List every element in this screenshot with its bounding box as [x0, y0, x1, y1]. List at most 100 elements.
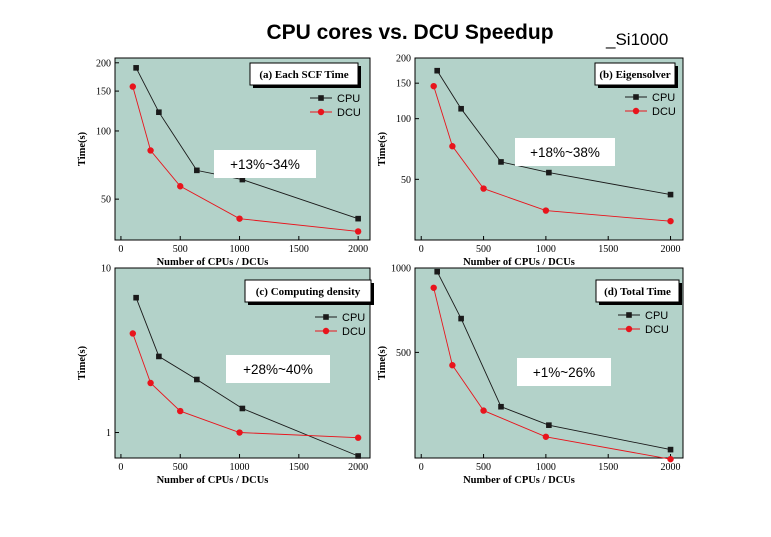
- x-tick-label: 0: [118, 244, 123, 255]
- figure-title: CPU cores vs. DCU Speedup: [266, 21, 553, 44]
- y-tick-label: 10: [101, 264, 111, 275]
- legend-marker-cpu: [626, 312, 632, 318]
- y-tick-label: 500: [396, 348, 411, 359]
- legend-label-dcu: DCU: [645, 324, 669, 336]
- dataset-tag: _Si1000: [605, 30, 668, 49]
- data-point-cpu: [434, 268, 440, 275]
- y-tick-label: 1: [106, 428, 111, 439]
- y-axis-label: Time(s): [377, 345, 388, 380]
- legend-label-dcu: DCU: [652, 106, 676, 118]
- data-point-cpu: [239, 176, 246, 183]
- panel-title: (c) Computing density: [256, 286, 361, 298]
- x-tick-label: 2000: [661, 462, 681, 473]
- x-tick-label: 500: [476, 462, 491, 473]
- data-point-cpu: [133, 65, 139, 71]
- data-point-dcu: [430, 284, 437, 291]
- x-tick-label: 500: [173, 462, 188, 473]
- x-tick-label: 1000: [536, 244, 556, 255]
- data-point-cpu: [498, 159, 504, 165]
- data-point-cpu: [458, 315, 464, 322]
- y-axis-label: Time(s): [77, 131, 88, 166]
- legend-marker-dcu: [625, 325, 633, 333]
- panel-title-box: [244, 279, 372, 303]
- x-tick-label: 1500: [598, 244, 618, 255]
- y-tick-label: 50: [101, 195, 111, 206]
- data-point-dcu: [354, 434, 362, 441]
- chart-panel-1: 0 500 1000 1500 2000 50 100 150 200 Number of CPU…: [77, 57, 371, 268]
- data-point-cpu: [194, 376, 200, 383]
- y-tick-label: 200: [396, 54, 411, 65]
- data-point-dcu: [129, 330, 136, 337]
- legend-label-cpu: CPU: [342, 312, 365, 324]
- data-point-cpu: [498, 403, 504, 410]
- panel-title: (a) Each SCF Time: [259, 69, 348, 81]
- data-point-dcu: [480, 185, 487, 192]
- speedup-box: [517, 358, 611, 386]
- y-axis-label: Time(s): [377, 131, 388, 166]
- data-point-cpu: [667, 446, 674, 453]
- y-tick-label: 100: [96, 126, 111, 137]
- panel-title-box: [249, 62, 359, 86]
- legend-marker-cpu: [633, 94, 639, 100]
- chart-panel-2: 0 500 1000 1500 2000 50 100 150 200 Number of CPU…: [377, 54, 684, 268]
- x-tick-label: 1000: [536, 462, 556, 473]
- data-point-cpu: [355, 215, 361, 222]
- data-point-dcu: [129, 83, 136, 90]
- data-point-cpu: [546, 422, 552, 428]
- data-point-dcu: [542, 207, 550, 214]
- data-point-dcu: [177, 183, 184, 190]
- legend-label-dcu: DCU: [342, 326, 366, 338]
- x-tick-label: 2000: [348, 462, 368, 473]
- x-tick-label: 2000: [348, 244, 368, 255]
- data-point-cpu: [156, 353, 162, 360]
- speedup-annotation: +13%~34%: [230, 157, 300, 172]
- legend-marker-cpu: [318, 95, 324, 101]
- legend-marker-cpu: [323, 314, 329, 320]
- x-tick-label: 1000: [230, 462, 250, 473]
- legend-label-dcu: DCU: [337, 107, 361, 119]
- data-point-dcu: [449, 143, 456, 150]
- x-tick-label: 1000: [230, 244, 250, 255]
- x-tick-label: 1500: [598, 462, 618, 473]
- y-tick-label: 50: [401, 175, 411, 186]
- y-tick-label: 150: [396, 79, 411, 90]
- x-tick-label: 0: [419, 244, 424, 255]
- data-point-dcu: [177, 407, 184, 415]
- x-axis-label: Number of CPUs / DCUs: [463, 475, 575, 486]
- x-tick-label: 500: [476, 244, 491, 255]
- x-axis-label: Number of CPUs / DCUs: [157, 475, 269, 486]
- data-point-cpu: [156, 109, 162, 116]
- data-point-cpu: [194, 167, 200, 174]
- speedup-annotation: +28%~40%: [243, 362, 313, 377]
- speedup-box: [226, 355, 330, 383]
- data-point-dcu: [236, 429, 243, 436]
- data-point-dcu: [430, 82, 437, 90]
- data-point-dcu: [236, 215, 243, 222]
- x-tick-label: 2000: [661, 244, 681, 255]
- data-point-dcu: [542, 433, 550, 440]
- data-point-dcu: [667, 217, 674, 225]
- x-tick-label: 1500: [289, 244, 309, 255]
- speedup-box: [214, 150, 316, 178]
- x-tick-label: 500: [173, 244, 188, 255]
- speedup-annotation: +1%~26%: [533, 365, 595, 380]
- data-point-dcu: [449, 362, 456, 369]
- data-point-cpu: [239, 405, 246, 412]
- panel-title: (d) Total Time: [604, 286, 671, 298]
- y-tick-label: 150: [96, 87, 111, 98]
- x-axis-label: Number of CPUs / DCUs: [463, 257, 575, 268]
- data-point-dcu: [354, 228, 362, 235]
- speedup-box: [515, 138, 615, 166]
- y-tick-label: 200: [96, 58, 111, 69]
- speedup-annotation: +18%~38%: [530, 145, 600, 160]
- x-tick-label: 1500: [289, 462, 309, 473]
- data-point-cpu: [133, 294, 139, 301]
- data-point-dcu: [147, 147, 154, 154]
- legend-label-cpu: CPU: [652, 92, 675, 104]
- panel-title-box: [594, 62, 676, 86]
- legend-marker-dcu: [322, 327, 330, 335]
- panel-title: (b) Eigensolver: [599, 69, 670, 81]
- legend-marker-dcu: [317, 108, 325, 116]
- y-tick-label: 100: [396, 114, 411, 125]
- y-axis-label: Time(s): [77, 345, 88, 380]
